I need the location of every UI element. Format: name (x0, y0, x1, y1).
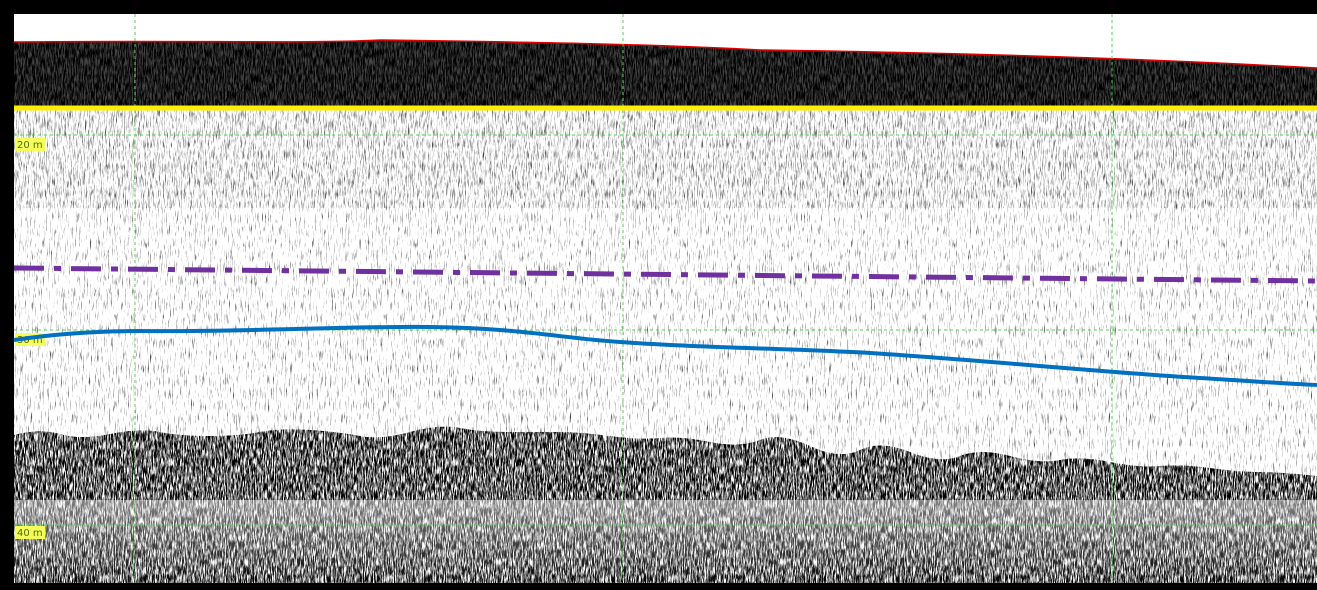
shallow-reflectors (14, 108, 1317, 208)
sonar-profile: 20 m 30 m 40 m (0, 0, 1317, 590)
depth-label: 20 m (17, 140, 43, 151)
depth-label-40: 40 m (15, 526, 45, 539)
depth-label-20: 20 m (15, 138, 45, 151)
seabed-fade (14, 500, 1317, 585)
page: 20 m 30 m 40 m (() => { const data = JSO… (0, 0, 1317, 590)
depth-label: 40 m (17, 528, 43, 539)
